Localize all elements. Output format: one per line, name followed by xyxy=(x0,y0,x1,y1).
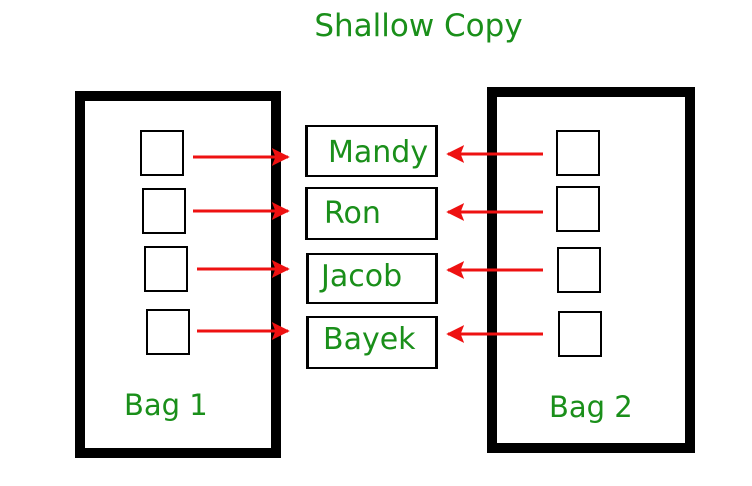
bag-2-label: Bag 2 xyxy=(549,390,633,424)
bag-2-slot-2 xyxy=(556,186,600,232)
bag-2-slot-3 xyxy=(557,247,601,293)
bag-1-slot-2 xyxy=(142,188,186,234)
name-box-mandy xyxy=(305,125,438,177)
name-box-ron xyxy=(305,187,438,240)
name-box-jacob xyxy=(306,253,438,304)
bag-1-slot-4 xyxy=(146,309,190,355)
name-mandy: Mandy xyxy=(328,135,429,170)
bag-1-slot-1 xyxy=(140,130,184,176)
name-box-bayek xyxy=(306,316,438,369)
name-jacob: Jacob xyxy=(321,259,403,294)
diagram-title: Shallow Copy xyxy=(314,8,523,44)
name-bayek: Bayek xyxy=(323,322,416,357)
bag-2-slot-4 xyxy=(558,311,602,357)
bag-1-label: Bag 1 xyxy=(124,388,208,422)
bag-2-slot-1 xyxy=(556,130,600,176)
bag-1-slot-3 xyxy=(144,246,188,292)
name-ron: Ron xyxy=(324,196,381,231)
